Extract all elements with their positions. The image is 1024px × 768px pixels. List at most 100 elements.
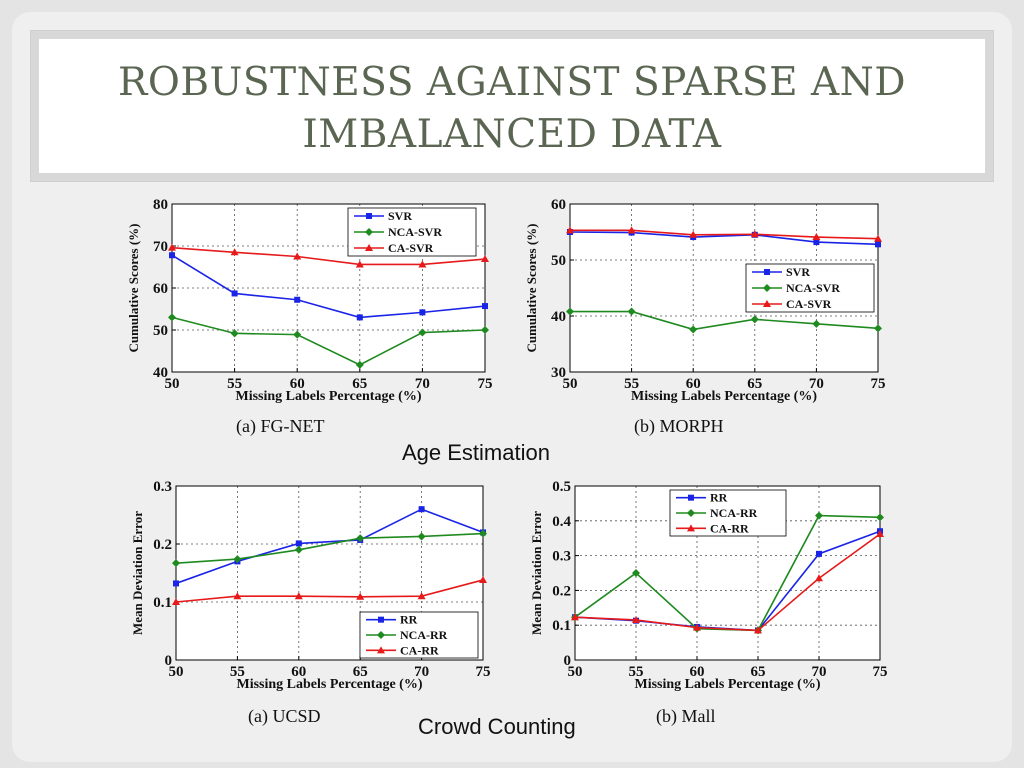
data-point [418,506,425,513]
legend-label: SVR [388,209,412,223]
chart-caption: (a) FG-NET [236,416,324,437]
y-tick-label: 40 [153,365,168,381]
legend-label: NCA-RR [710,506,758,520]
data-point [632,569,640,577]
data-point [566,226,574,234]
x-tick-label: 70 [415,376,430,392]
legend-label: CA-RR [710,521,749,535]
data-point [293,330,302,339]
data-point [169,252,175,259]
x-tick-label: 75 [873,664,888,680]
x-axis-label: Missing Labels Percentage (%) [237,677,423,692]
legend-label: NCA-RR [400,628,448,642]
legend-label: NCA-SVR [388,225,442,239]
data-point [356,314,363,321]
plot-frame [175,485,484,661]
x-tick-label: 65 [751,664,766,680]
x-tick-label: 70 [809,376,824,392]
x-tick-label: 60 [291,664,306,680]
series-nca-svr [168,313,489,369]
data-point [356,534,365,543]
legend-marker [688,494,694,501]
y-axis-label: Mean Deviation Error [529,511,544,635]
data-point [816,550,822,557]
y-tick-label: 80 [153,197,168,213]
data-point [627,226,636,234]
chart-caption: (b) MORPH [634,416,724,437]
y-tick-label: 0.4 [552,514,571,530]
legend-label: CA-RR [400,643,439,657]
data-point [754,626,762,634]
legend-label: RR [400,613,418,627]
data-point [689,230,698,238]
data-point [233,592,242,600]
x-tick-label: 60 [686,376,701,392]
series-nca-svr [566,307,882,334]
data-point [295,540,302,547]
legend-label: CA-SVR [388,241,434,255]
series-line [570,310,879,331]
data-point [815,511,823,520]
x-tick-label: 60 [290,376,305,392]
y-tick-label: 50 [153,323,168,339]
series-line [171,316,486,366]
data-point [355,260,364,268]
data-point [693,623,701,631]
data-point [750,230,759,238]
data-point [230,248,239,256]
y-tick-label: 60 [153,281,168,297]
data-point [172,559,180,568]
x-tick-label: 65 [352,376,367,392]
legend-marker [687,509,695,517]
data-point [876,530,884,538]
title-box: ROBUSTNESS AGAINST SPARSE AND IMBALANCED… [30,30,994,182]
data-point [294,296,301,303]
data-point [418,260,427,268]
y-tick-label: 0.5 [552,479,571,495]
legend-marker [365,244,373,251]
x-tick-label: 75 [478,376,493,392]
x-tick-label: 50 [169,664,184,680]
data-point [750,315,759,324]
y-tick-label: 0 [564,653,572,669]
caption-age-estimation: Age Estimation [402,440,550,465]
data-point [294,545,303,554]
series-line [175,508,484,585]
data-point [168,243,176,251]
x-axis-label: Missing Labels Percentage (%) [236,389,422,404]
legend-marker [687,524,695,532]
data-point [479,575,487,583]
data-point [418,328,427,337]
y-tick-label: 30 [551,365,566,381]
data-point [689,325,698,334]
legend-marker [366,213,372,219]
data-point [566,307,574,316]
x-tick-label: 55 [624,376,639,392]
x-tick-label: 75 [476,664,491,680]
data-point [813,239,820,246]
series-ca-svr [168,243,489,268]
data-point [815,574,823,582]
x-tick-label: 50 [563,376,578,392]
plot-frame [569,203,879,373]
legend-marker [377,631,385,639]
chart-caption: (a) UCSD [248,706,321,727]
series-ca-rr [172,575,487,605]
data-point [233,555,242,564]
y-tick-label: 50 [551,253,566,269]
y-tick-label: 0.1 [153,595,172,611]
y-tick-label: 0.3 [552,549,571,565]
data-point [355,360,364,369]
y-tick-label: 70 [153,239,168,255]
legend-label: NCA-SVR [786,281,840,295]
x-tick-label: 60 [690,664,705,680]
series-ca-rr [571,530,884,634]
y-tick-label: 40 [551,309,566,325]
data-point [230,329,239,338]
data-point [231,290,238,297]
data-point [875,241,881,248]
x-axis-label: Missing Labels Percentage (%) [635,677,821,692]
